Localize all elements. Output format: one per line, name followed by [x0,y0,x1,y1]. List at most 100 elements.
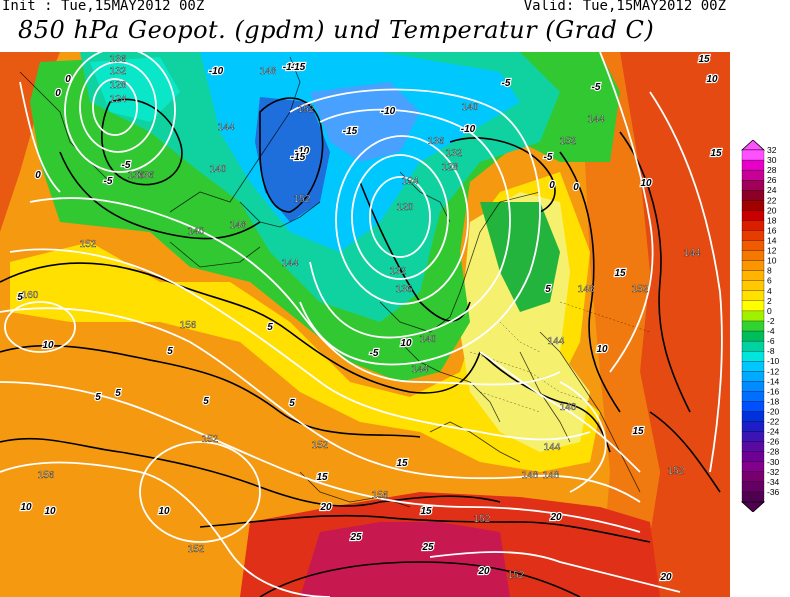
isotherm-label: 15 [316,472,328,483]
header: Init : Tue,15MAY2012 00Z Valid: Tue,15MA… [0,0,790,20]
colorbar-segment [741,391,765,402]
isotherm-label: 15 [632,426,644,437]
colorbar-svg: 32302826242220181614121086420-2-4-6-8-10… [740,139,780,513]
isotherm-label: 10 [640,178,652,189]
temp-zone-red-west [0,52,60,232]
geopotential-label: 136 [128,170,145,181]
colorbar-segment [741,159,765,171]
colorbar-label: 18 [767,215,777,225]
isotherm-label: 0 [573,182,579,193]
colorbar-label: -10 [767,356,780,366]
colorbar-segment [741,169,765,181]
isotherm-label: 10 [706,74,718,85]
colorbar-arrow-top [740,139,766,151]
isotherm-label: 5 [167,346,173,357]
colorbar-segment [741,200,765,211]
colorbar-segment [741,431,765,443]
geopotential-label: 136 [396,284,413,295]
temperature-colorbar: 32 30 28 26 24 22 20 18 16 14 12 10 8 6 4 2 0 -2 -4 -6 -8 -10… [740,139,790,513]
geopotential-label: 140 [188,226,205,237]
colorbar-segment [741,180,765,191]
colorbar-segment [741,381,765,392]
isotherm-label: 10 [400,338,412,349]
colorbar-segment [741,320,765,332]
geopotential-label: 132 [110,66,127,77]
geopotential-label: 148 [578,284,595,295]
isotherm-label: 15 [698,54,710,65]
valid-time: Valid: Tue,15MAY2012 00Z [523,0,726,14]
isotherm-label: 5 [115,388,121,399]
colorbar-label: -24 [767,427,780,437]
colorbar-label: -22 [767,417,780,427]
geopotential-label: 144 [684,248,701,259]
colorbar-label: 20 [767,205,777,215]
isotherm-label: 20 [477,566,490,577]
isotherm-labels: -5-5005555101051010151520202525202015105… [16,53,723,584]
colorbar-segment [741,300,765,312]
colorbar-segment [741,210,765,221]
geopotential-labels: 1361321281241361481521441361401481521401… [21,54,701,581]
colorbar-segment [741,230,765,241]
isotherm-label: -15 [291,152,306,163]
geopotential-label: 140 [462,102,479,113]
geopotential-label: 132 [446,148,463,159]
temp-zone-darkorange-east [560,52,660,597]
geopotential-label: 152 [560,136,577,147]
isotherm-label: 5 [203,396,209,407]
geopotential-label: 152 [668,466,685,477]
colorbar-segment [741,250,765,262]
colorbar-segment [741,411,765,422]
colorbar-label: 22 [767,195,777,205]
colorbar-label: -14 [767,376,780,386]
colorbar-segment [741,149,765,161]
colorbar-label: -28 [767,447,780,457]
isotherm-label: 0 [549,180,555,191]
geopotential-label: 160 [22,290,39,301]
isotherm-label: 15 [396,458,408,469]
colorbar-segment [741,361,765,372]
colorbar-label: -20 [767,406,780,416]
isotherm-label: -10 [295,146,310,157]
colorbar-label: -36 [767,487,780,497]
geopotential-label: 128 [110,80,127,91]
isotherm-label: -10 [461,124,476,135]
isotherm-label: -5 [502,78,511,89]
colorbar-label: 10 [767,256,777,266]
geopotential-label: 156 [180,320,197,331]
isotherm-label: -15 [343,126,358,137]
isotherm-label: 0 [55,88,61,99]
geopotential-label: 124 [110,94,127,105]
low-center-west [92,78,138,136]
isotherm-label: -15 [291,62,306,73]
colorbar-label: 2 [767,296,772,306]
geopotential-label: 156 [372,490,389,501]
geopotential-label: 144 [282,258,299,269]
low-center-north [369,176,431,258]
isotherm-label: 10 [158,506,170,517]
colorbar-label: 32 [767,145,777,155]
geopotential-label: 136 [138,170,155,181]
colorbar-segment [741,401,765,412]
isotherm-label: 25 [349,532,362,543]
colorbar-segment [741,481,765,493]
colorbar-segment [741,471,765,483]
geopotential-label: 140 [560,402,577,413]
colorbar-label: -16 [767,386,780,396]
colorbar-segment [741,190,765,201]
colorbar-segment [741,350,765,362]
geopotential-label: 140 [210,164,227,175]
isotherm-label: -5 [370,348,379,359]
geopotential-label: 152 [80,239,97,250]
colorbar-label: 4 [767,286,772,296]
geopotential-label: 156 [38,470,55,481]
colorbar-segment [741,371,765,382]
weather-map: -5-5005555101051010151520202525202015105… [0,52,730,597]
geopotential-label: 152 [202,434,219,445]
colorbar-label: -32 [767,467,780,477]
geopotential-label: 144 [548,336,565,347]
isotherm-label: -5 [544,152,553,163]
geopotential-label: 140 [420,334,437,345]
colorbar-label: 24 [767,185,777,195]
colorbar-label: 0 [767,306,772,316]
colorbar-label: -34 [767,477,780,487]
